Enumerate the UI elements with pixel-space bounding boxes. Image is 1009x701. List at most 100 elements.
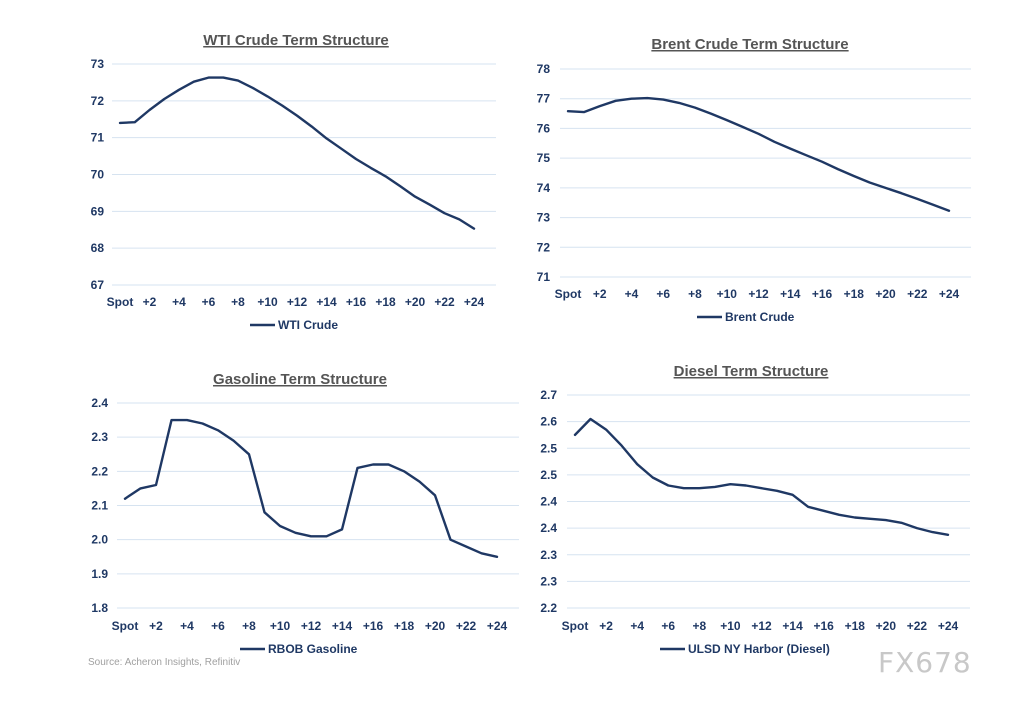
y-tick-label: 2.5 xyxy=(540,468,557,482)
x-tick-label: Spot xyxy=(107,295,134,309)
y-tick-label: 2.4 xyxy=(540,495,557,509)
y-tick-label: 68 xyxy=(91,241,105,255)
y-tick-label: 2.0 xyxy=(91,533,108,547)
chart-panel-1: 67 68 69 70 71 72 73 Spot +2 +4 +6 +8 +10 +12 +14 +16 +1… xyxy=(91,32,496,332)
x-tick-label: +24 xyxy=(938,619,959,633)
x-tick-label: +16 xyxy=(812,287,833,301)
x-tick-label: +16 xyxy=(363,619,384,633)
x-tick-label: +14 xyxy=(782,619,803,633)
y-tick-label: 2.3 xyxy=(91,430,108,444)
x-tick-label: +8 xyxy=(688,287,702,301)
x-tick-label: +6 xyxy=(202,295,216,309)
x-tick-label: +10 xyxy=(257,295,278,309)
x-tick-label: +22 xyxy=(434,295,455,309)
y-tick-label: 76 xyxy=(537,121,551,135)
x-tick-label: +22 xyxy=(456,619,477,633)
source-note: Source: Acheron Insights, Refinitiv xyxy=(88,657,241,668)
x-tick-label: +6 xyxy=(211,619,225,633)
y-tick-label: 2.1 xyxy=(91,499,108,513)
x-tick-label: +14 xyxy=(780,287,801,301)
y-tick-label: 1.8 xyxy=(91,601,108,615)
x-tick-label: +18 xyxy=(844,287,865,301)
y-tick-label: 2.2 xyxy=(540,601,557,615)
x-tick-label: +12 xyxy=(751,619,772,633)
x-tick-label: +16 xyxy=(346,295,367,309)
x-tick-label: +18 xyxy=(375,295,396,309)
x-tick-label: +4 xyxy=(180,619,194,633)
x-tick-label: +14 xyxy=(332,619,353,633)
x-tick-label: +16 xyxy=(813,619,834,633)
y-tick-label: 73 xyxy=(91,57,105,71)
chart-title: Diesel Term Structure xyxy=(674,363,829,380)
y-tick-label: 2.7 xyxy=(540,388,557,402)
x-tick-label: +10 xyxy=(270,619,291,633)
x-tick-label: +6 xyxy=(656,287,670,301)
y-tick-label: 2.3 xyxy=(540,574,557,588)
x-tick-label: +8 xyxy=(242,619,256,633)
x-tick-label: +12 xyxy=(301,619,322,633)
x-tick-label: +14 xyxy=(316,295,337,309)
chart-title: Gasoline Term Structure xyxy=(213,371,387,388)
y-tick-label: 71 xyxy=(537,270,551,284)
chart-panel-2: 71 72 73 74 75 76 77 78 Spot +2 +4 +6 +8 +10 +12 +14 +16… xyxy=(537,36,971,324)
y-tick-label: 2.5 xyxy=(540,441,557,455)
x-tick-label: +4 xyxy=(630,619,644,633)
y-tick-label: 2.4 xyxy=(540,521,557,535)
watermark-logo: FX678 xyxy=(878,646,972,679)
x-tick-label: +20 xyxy=(875,287,896,301)
chart-title: WTI Crude Term Structure xyxy=(203,32,389,49)
x-tick-label: +10 xyxy=(720,619,741,633)
chart-panel-3: 1.8 1.9 2.0 2.1 2.2 2.3 2.4 Spot +2 +4 +6 +8 +10 +12 +… xyxy=(91,371,519,656)
x-tick-label: +2 xyxy=(143,295,157,309)
series-line xyxy=(566,96,951,212)
y-tick-label: 69 xyxy=(91,204,105,218)
x-tick-label: +10 xyxy=(717,287,738,301)
y-tick-label: 1.9 xyxy=(91,567,108,581)
x-tick-label: +8 xyxy=(692,619,706,633)
y-tick-label: 2.2 xyxy=(91,464,108,478)
x-tick-label: +22 xyxy=(907,287,928,301)
chart-title: Brent Crude Term Structure xyxy=(651,36,848,53)
y-tick-label: 71 xyxy=(91,131,105,145)
y-tick-label: 70 xyxy=(91,168,105,182)
x-tick-label: +20 xyxy=(876,619,897,633)
x-tick-label: +12 xyxy=(748,287,769,301)
x-tick-label: +4 xyxy=(625,287,639,301)
x-tick-label: +6 xyxy=(661,619,675,633)
legend-label: ULSD NY Harbor (Diesel) xyxy=(688,642,830,656)
y-tick-label: 2.6 xyxy=(540,415,557,429)
y-tick-label: 73 xyxy=(537,211,551,225)
series-line xyxy=(118,76,476,230)
x-tick-label: +24 xyxy=(487,619,508,633)
x-tick-label: +2 xyxy=(149,619,163,633)
x-tick-label: +24 xyxy=(939,287,960,301)
x-tick-label: +20 xyxy=(405,295,426,309)
x-tick-label: +2 xyxy=(593,287,607,301)
y-tick-label: 72 xyxy=(91,94,105,108)
legend-label: WTI Crude xyxy=(278,318,338,332)
x-tick-label: Spot xyxy=(555,287,582,301)
x-tick-label: +18 xyxy=(845,619,866,633)
legend-label: RBOB Gasoline xyxy=(268,642,358,656)
y-tick-label: 72 xyxy=(537,240,551,254)
x-tick-label: Spot xyxy=(112,619,139,633)
y-tick-label: 2.4 xyxy=(91,396,108,410)
x-tick-label: Spot xyxy=(562,619,589,633)
x-tick-label: +8 xyxy=(231,295,245,309)
y-tick-label: 67 xyxy=(91,278,105,292)
x-tick-label: +18 xyxy=(394,619,415,633)
x-tick-label: +20 xyxy=(425,619,446,633)
x-tick-label: +4 xyxy=(172,295,186,309)
x-tick-label: +22 xyxy=(907,619,928,633)
chart-panel-4: 2.2 2.3 2.3 2.4 2.4 2.5 2.5 2.6 2.7 Spot +2 +4 +6 +8 +… xyxy=(540,363,970,656)
y-tick-label: 74 xyxy=(537,181,551,195)
y-tick-label: 77 xyxy=(537,92,551,106)
x-tick-label: +2 xyxy=(599,619,613,633)
y-tick-label: 2.3 xyxy=(540,548,557,562)
series-line xyxy=(123,418,499,558)
legend-label: Brent Crude xyxy=(725,310,795,324)
series-line xyxy=(573,417,950,536)
y-tick-label: 78 xyxy=(537,62,551,76)
x-tick-label: +12 xyxy=(287,295,308,309)
